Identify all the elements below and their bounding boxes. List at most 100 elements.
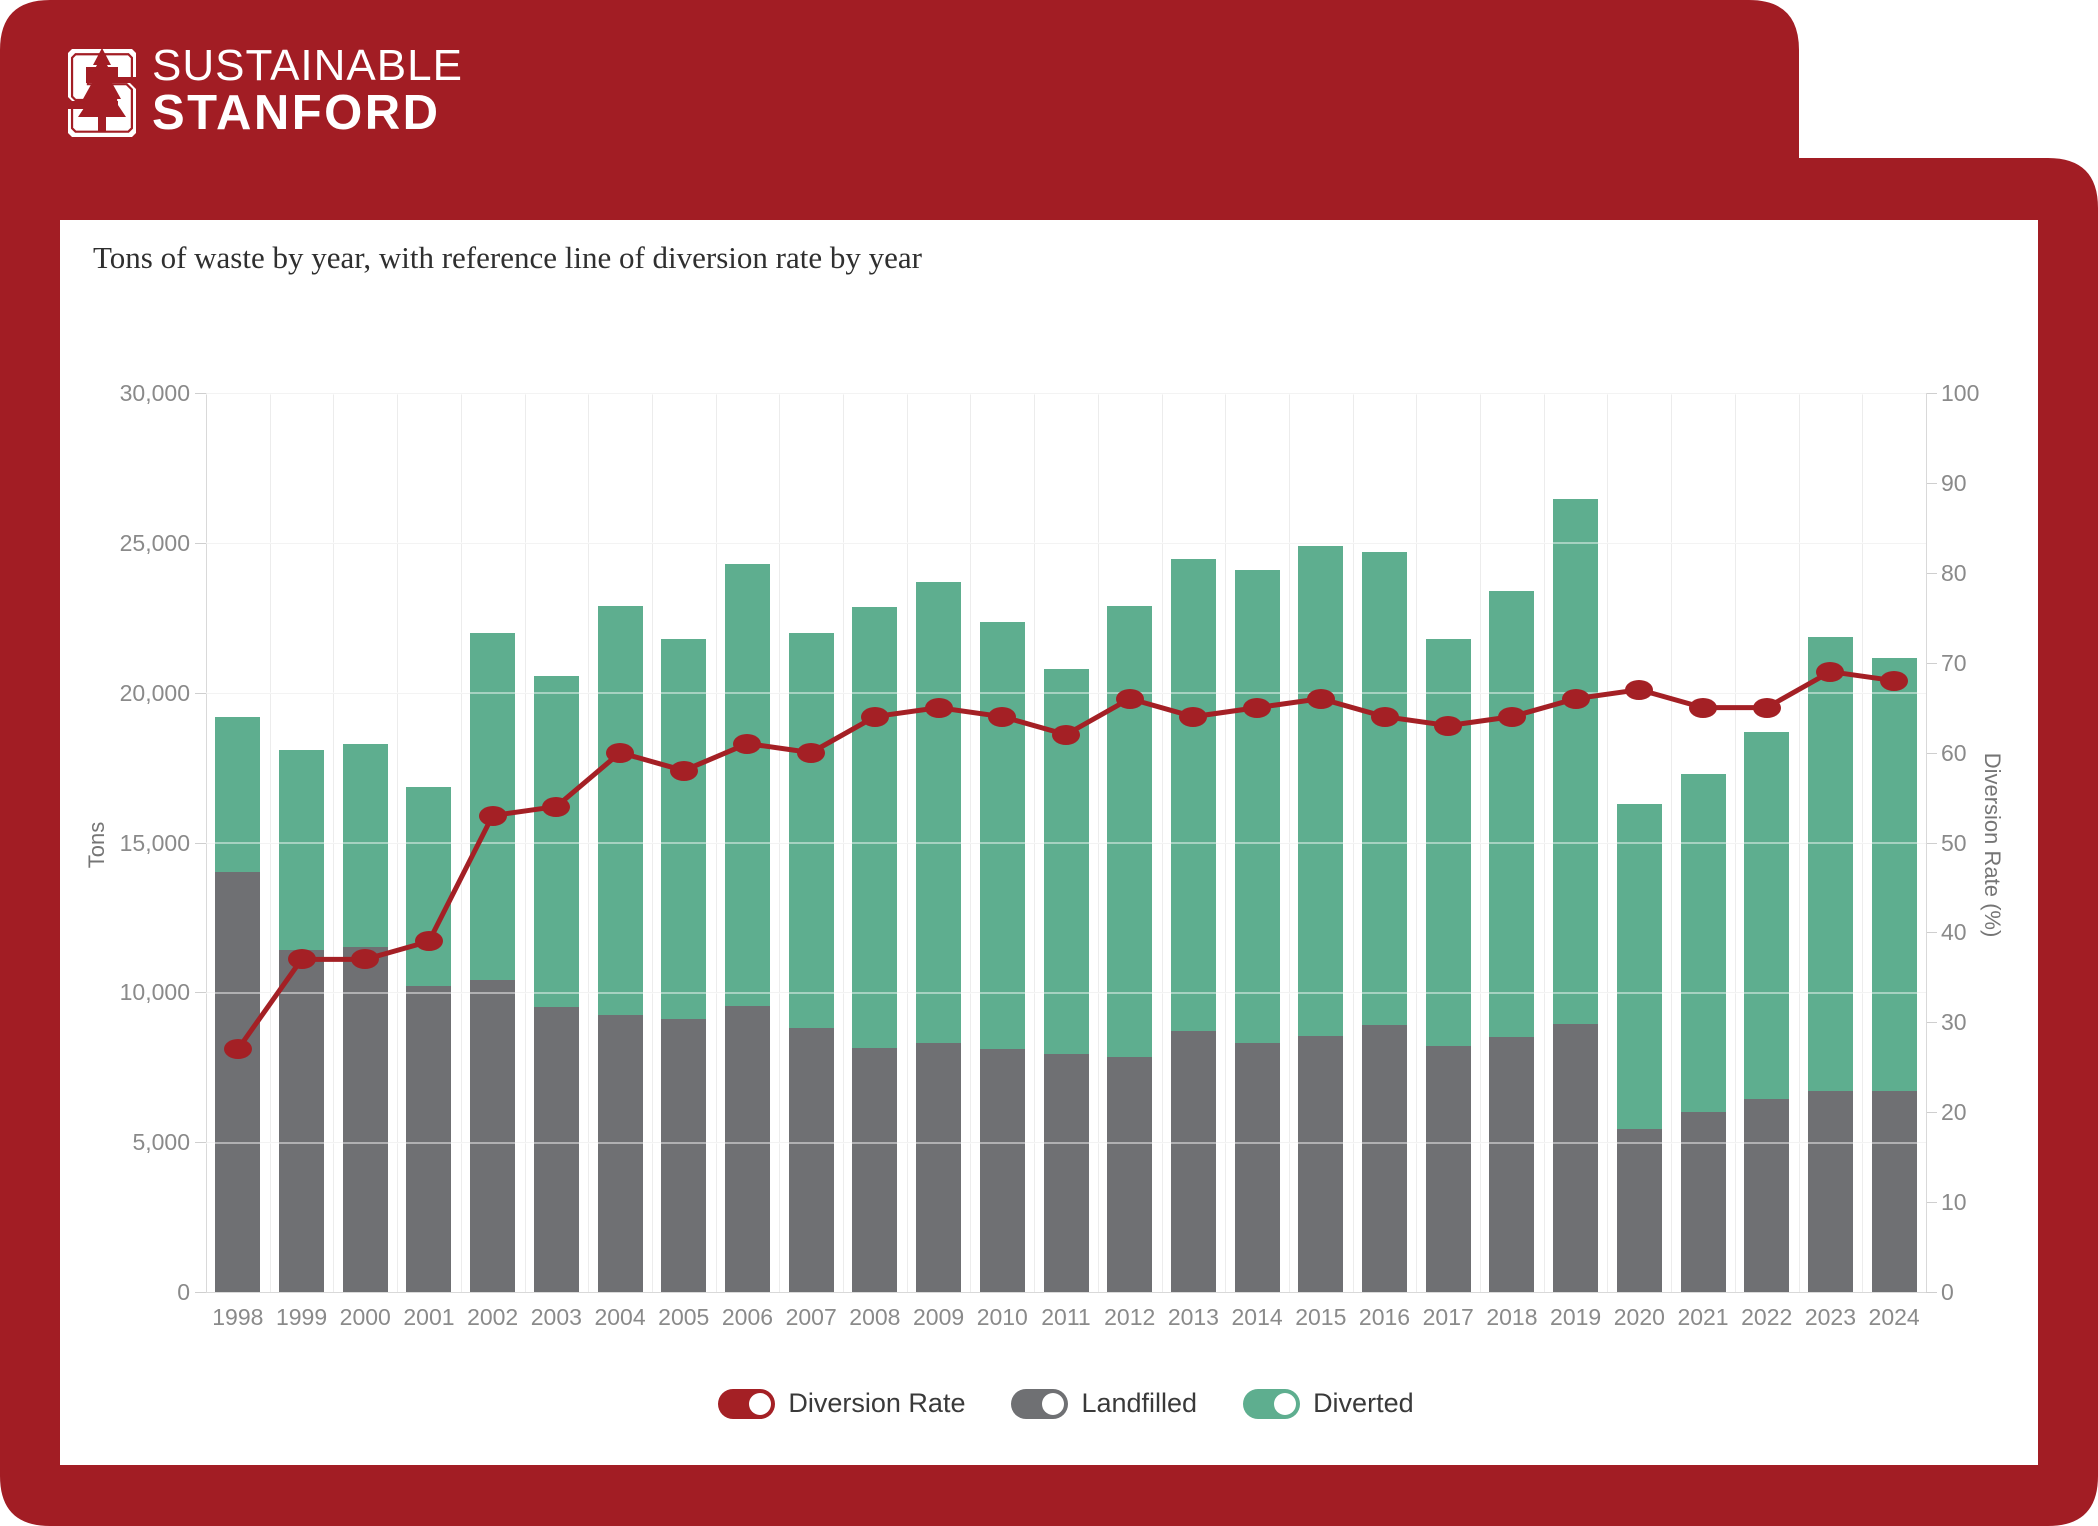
landfilled-toggle[interactable] [1011, 1388, 1069, 1419]
bar-landfilled-2016[interactable] [1362, 1025, 1408, 1292]
bar-diverted-2010[interactable] [979, 622, 1025, 1050]
bar-landfilled-2020[interactable] [1616, 1128, 1662, 1292]
diversion-rate-point-2005[interactable] [669, 760, 698, 781]
bar-diverted-2016[interactable] [1362, 551, 1408, 1026]
diversion-rate-point-2020[interactable] [1625, 679, 1654, 700]
left-tick-mark [195, 393, 206, 394]
bar-landfilled-2007[interactable] [788, 1028, 834, 1292]
x-axis-label-2018: 2018 [1486, 1304, 1538, 1330]
brand-line1: SUSTAINABLE [152, 41, 463, 90]
x-axis-label-1999: 1999 [275, 1304, 328, 1330]
diversion-rate-point-2013[interactable] [1179, 706, 1208, 727]
diversion-rate-point-2017[interactable] [1434, 715, 1463, 736]
diversion-rate-point-2015[interactable] [1306, 688, 1335, 709]
bar-landfilled-2002[interactable] [470, 980, 516, 1292]
right-tick-mark [1926, 662, 1937, 664]
diversion-rate-point-2000[interactable] [351, 949, 380, 970]
legend-item-diverted[interactable]: Diverted [1243, 1388, 1414, 1419]
bar-diverted-2005[interactable] [661, 638, 707, 1020]
bar-landfilled-2009[interactable] [916, 1043, 962, 1292]
diversion-rate-point-2009[interactable] [924, 697, 953, 718]
bar-landfilled-2004[interactable] [597, 1014, 643, 1292]
bar-landfilled-2000[interactable] [342, 947, 388, 1292]
right-axis-tick-label: 30 [1941, 1009, 1967, 1036]
bar-diverted-2018[interactable] [1489, 590, 1535, 1038]
bar-diverted-2004[interactable] [597, 605, 643, 1015]
bar-diverted-2023[interactable] [1807, 637, 1853, 1092]
bar-diverted-2022[interactable] [1744, 731, 1790, 1099]
diversion-rate-point-2018[interactable] [1497, 706, 1526, 727]
diversion-rate-point-2008[interactable] [860, 706, 889, 727]
diversion-rate-point-2019[interactable] [1561, 688, 1590, 709]
bar-landfilled-2023[interactable] [1807, 1091, 1853, 1292]
bar-landfilled-2018[interactable] [1489, 1037, 1535, 1292]
bar-diverted-2000[interactable] [342, 743, 388, 948]
left-axis-tick-label: 0 [177, 1279, 190, 1305]
bar-landfilled-2021[interactable] [1680, 1112, 1726, 1292]
left-axis-tick-label: 10,000 [119, 979, 190, 1006]
bar-landfilled-1998[interactable] [215, 872, 261, 1292]
diversion-rate-point-2022[interactable] [1752, 697, 1781, 718]
bar-landfilled-2001[interactable] [406, 986, 452, 1292]
x-axis-label-2007: 2007 [785, 1304, 837, 1330]
x-axis-label-2002: 2002 [467, 1304, 519, 1330]
right-tick-mark [1926, 932, 1937, 934]
chart-legend: Diversion Rate Landfilled Diverted [206, 1388, 1926, 1419]
bar-landfilled-2012[interactable] [1107, 1056, 1153, 1292]
bar-diverted-2008[interactable] [852, 607, 898, 1048]
diverted-toggle[interactable] [1243, 1388, 1301, 1419]
bar-landfilled-2014[interactable] [1234, 1043, 1280, 1292]
bar-diverted-2009[interactable] [916, 581, 962, 1044]
diversion-rate-point-2010[interactable] [988, 706, 1017, 727]
bar-diverted-2013[interactable] [1170, 559, 1216, 1032]
diversion-rate-point-2004[interactable] [606, 742, 635, 763]
bar-diverted-1999[interactable] [279, 749, 325, 951]
bar-landfilled-1999[interactable] [279, 950, 325, 1292]
diversion-rate-point-2021[interactable] [1689, 697, 1718, 718]
diversion-rate-point-2011[interactable] [1052, 724, 1080, 745]
bar-diverted-2015[interactable] [1298, 545, 1344, 1036]
bar-landfilled-2003[interactable] [533, 1007, 579, 1292]
bar-diverted-2019[interactable] [1553, 499, 1599, 1024]
legend-item-diversion-rate[interactable]: Diversion Rate [718, 1388, 965, 1419]
bar-landfilled-2006[interactable] [724, 1005, 770, 1292]
diversion-rate-point-2002[interactable] [478, 805, 507, 826]
legend-item-landfilled[interactable]: Landfilled [1011, 1388, 1197, 1419]
bar-diverted-2014[interactable] [1234, 569, 1280, 1044]
diversion-rate-point-1998[interactable] [223, 1039, 252, 1060]
bar-landfilled-2015[interactable] [1298, 1035, 1344, 1292]
bar-landfilled-2017[interactable] [1425, 1046, 1471, 1292]
bar-diverted-2001[interactable] [406, 787, 452, 987]
bar-landfilled-2010[interactable] [979, 1049, 1025, 1292]
gridline-overlay [206, 692, 1926, 695]
bar-landfilled-2008[interactable] [852, 1047, 898, 1292]
bar-diverted-1998[interactable] [215, 716, 261, 873]
bar-landfilled-2005[interactable] [661, 1019, 707, 1292]
diversion-rate-point-2007[interactable] [797, 742, 826, 763]
bar-diverted-2020[interactable] [1616, 803, 1662, 1129]
diversion-rate-point-2014[interactable] [1243, 697, 1272, 718]
bar-diverted-2006[interactable] [724, 563, 770, 1006]
bar-landfilled-2019[interactable] [1553, 1023, 1599, 1292]
diversion-rate-point-2003[interactable] [542, 796, 571, 817]
bar-landfilled-2011[interactable] [1043, 1053, 1089, 1292]
diversion-rate-point-2012[interactable] [1115, 688, 1144, 709]
right-axis-tick-label: 90 [1941, 469, 1967, 496]
bar-diverted-2012[interactable] [1107, 605, 1153, 1057]
diversion-rate-point-2006[interactable] [733, 733, 762, 754]
diversion-rate-point-2016[interactable] [1370, 706, 1399, 727]
bar-diverted-2021[interactable] [1680, 773, 1726, 1113]
diversion-rate-point-1999[interactable] [287, 949, 316, 970]
bar-landfilled-2022[interactable] [1744, 1098, 1790, 1292]
diversion-rate-point-2001[interactable] [414, 931, 443, 952]
bar-landfilled-2024[interactable] [1871, 1091, 1917, 1292]
x-axis-label-2016: 2016 [1358, 1304, 1411, 1330]
right-axis-tick-label: 40 [1941, 919, 1967, 946]
diversion-rate-point-2024[interactable] [1880, 670, 1909, 691]
diversion-rate-toggle[interactable] [718, 1388, 776, 1419]
right-tick-mark [1926, 1292, 1937, 1293]
diversion-rate-point-2023[interactable] [1816, 661, 1845, 682]
waste-chart: Tons Diversion Rate (%) 0 5,000 10,000 15,0… [60, 220, 2038, 1465]
bar-diverted-2024[interactable] [1871, 658, 1917, 1092]
bar-landfilled-2013[interactable] [1170, 1031, 1216, 1292]
